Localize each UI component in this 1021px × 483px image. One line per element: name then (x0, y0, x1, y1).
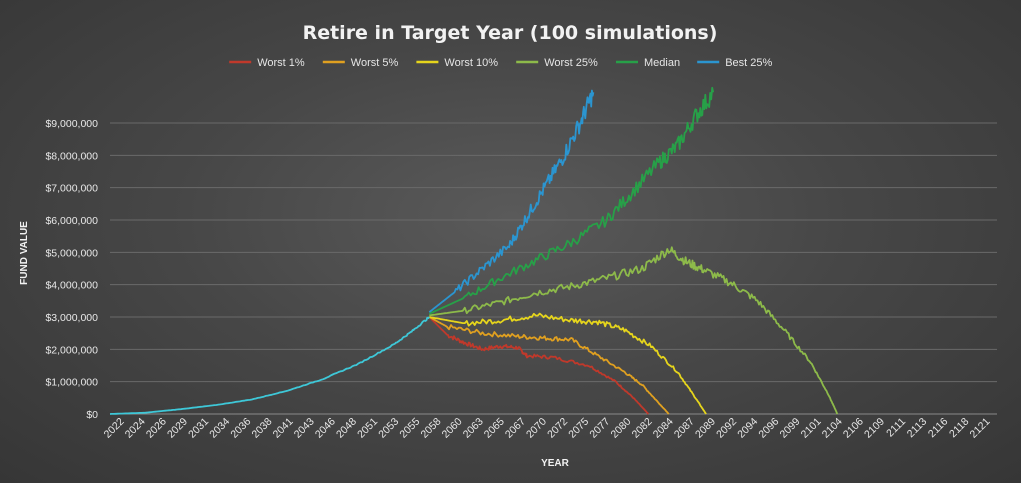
x-tick-label: 2082 (630, 416, 655, 441)
x-tick-label: 2072 (545, 416, 570, 441)
series-lines (109, 86, 839, 415)
x-tick-label: 2031 (186, 416, 211, 441)
x-tick-label: 2092 (714, 416, 739, 441)
x-tick-label: 2113 (905, 416, 930, 441)
x-tick-label: 2058 (418, 416, 443, 441)
x-tick-label: 2106 (841, 416, 866, 441)
x-tick-label: 2065 (482, 416, 507, 441)
x-tick-label: 2046 (313, 416, 338, 441)
x-tick-label: 2077 (587, 416, 612, 441)
y-tick-label: $1,000,000 (45, 377, 98, 389)
legend-label: Median (644, 57, 680, 69)
x-tick-label: 2053 (376, 416, 401, 441)
x-tick-label: 2118 (947, 416, 972, 441)
legend-label: Best 25% (725, 57, 772, 69)
legend-label: Worst 5% (351, 57, 399, 69)
x-tick-label: 2048 (334, 416, 359, 441)
series-line-median (428, 86, 715, 315)
legend-label: Worst 25% (544, 57, 598, 69)
y-tick-label: $3,000,000 (45, 312, 98, 324)
y-tick-label: $4,000,000 (45, 280, 98, 292)
series-line-best-25 (428, 89, 595, 313)
x-tick-label: 2104 (820, 416, 845, 441)
legend-label: Worst 10% (444, 57, 498, 69)
legend-label: Worst 1% (257, 57, 305, 69)
x-tick-label: 2038 (250, 416, 275, 441)
x-axis-label: YEAR (541, 458, 570, 469)
x-tick-label: 2024 (123, 416, 148, 441)
x-tick-label: 2043 (292, 416, 317, 441)
y-axis-ticks: $0 $1,000,000 $2,000,000 $3,000,000 $4,000,0… (45, 118, 98, 421)
y-axis-label: FUND VALUE (19, 221, 30, 285)
x-tick-label: 2101 (799, 416, 824, 441)
x-tick-label: 2087 (672, 416, 697, 441)
x-tick-label: 2084 (651, 416, 676, 441)
chart-title: Retire in Target Year (100 simulations) (303, 22, 718, 44)
x-tick-label: 2080 (609, 416, 634, 441)
series-line-worst-10 (429, 312, 707, 415)
x-tick-label: 2121 (968, 416, 993, 441)
legend: Worst 1% Worst 5% Worst 10% Worst 25% Median… (229, 57, 773, 69)
x-tick-label: 2099 (777, 416, 802, 441)
x-tick-label: 2063 (461, 416, 486, 441)
series-line-worst-25 (429, 246, 839, 415)
y-tick-label: $7,000,000 (45, 183, 98, 195)
x-axis-ticks: 2022202420262029203120342036203820412043… (102, 416, 993, 441)
y-tick-label: $0 (86, 409, 98, 421)
x-tick-label: 2109 (862, 416, 887, 441)
x-tick-label: 2070 (524, 416, 549, 441)
x-tick-label: 2067 (503, 416, 528, 441)
x-tick-label: 2096 (756, 416, 781, 441)
x-tick-label: 2051 (355, 416, 380, 441)
x-tick-label: 2055 (397, 416, 422, 441)
series-line-accumulation (109, 316, 430, 415)
x-tick-label: 2111 (884, 416, 908, 440)
series-line-worst-5 (428, 316, 670, 415)
y-tick-label: $5,000,000 (45, 247, 98, 259)
x-tick-label: 2034 (207, 416, 232, 441)
gridlines (110, 122, 997, 415)
x-tick-label: 2041 (271, 416, 296, 441)
x-tick-label: 2022 (102, 416, 127, 441)
x-tick-label: 2029 (165, 416, 190, 441)
x-tick-label: 2075 (566, 416, 591, 441)
x-tick-label: 2026 (144, 416, 169, 441)
x-tick-label: 2094 (735, 416, 760, 441)
series-line-worst-1 (428, 316, 650, 415)
x-tick-label: 2089 (693, 416, 718, 441)
y-tick-label: $8,000,000 (45, 150, 98, 162)
y-tick-label: $2,000,000 (45, 344, 98, 356)
y-tick-label: $9,000,000 (45, 118, 98, 130)
y-tick-label: $6,000,000 (45, 215, 98, 227)
x-tick-label: 2060 (440, 416, 465, 441)
x-tick-label: 2036 (228, 416, 253, 441)
x-tick-label: 2116 (926, 416, 951, 441)
